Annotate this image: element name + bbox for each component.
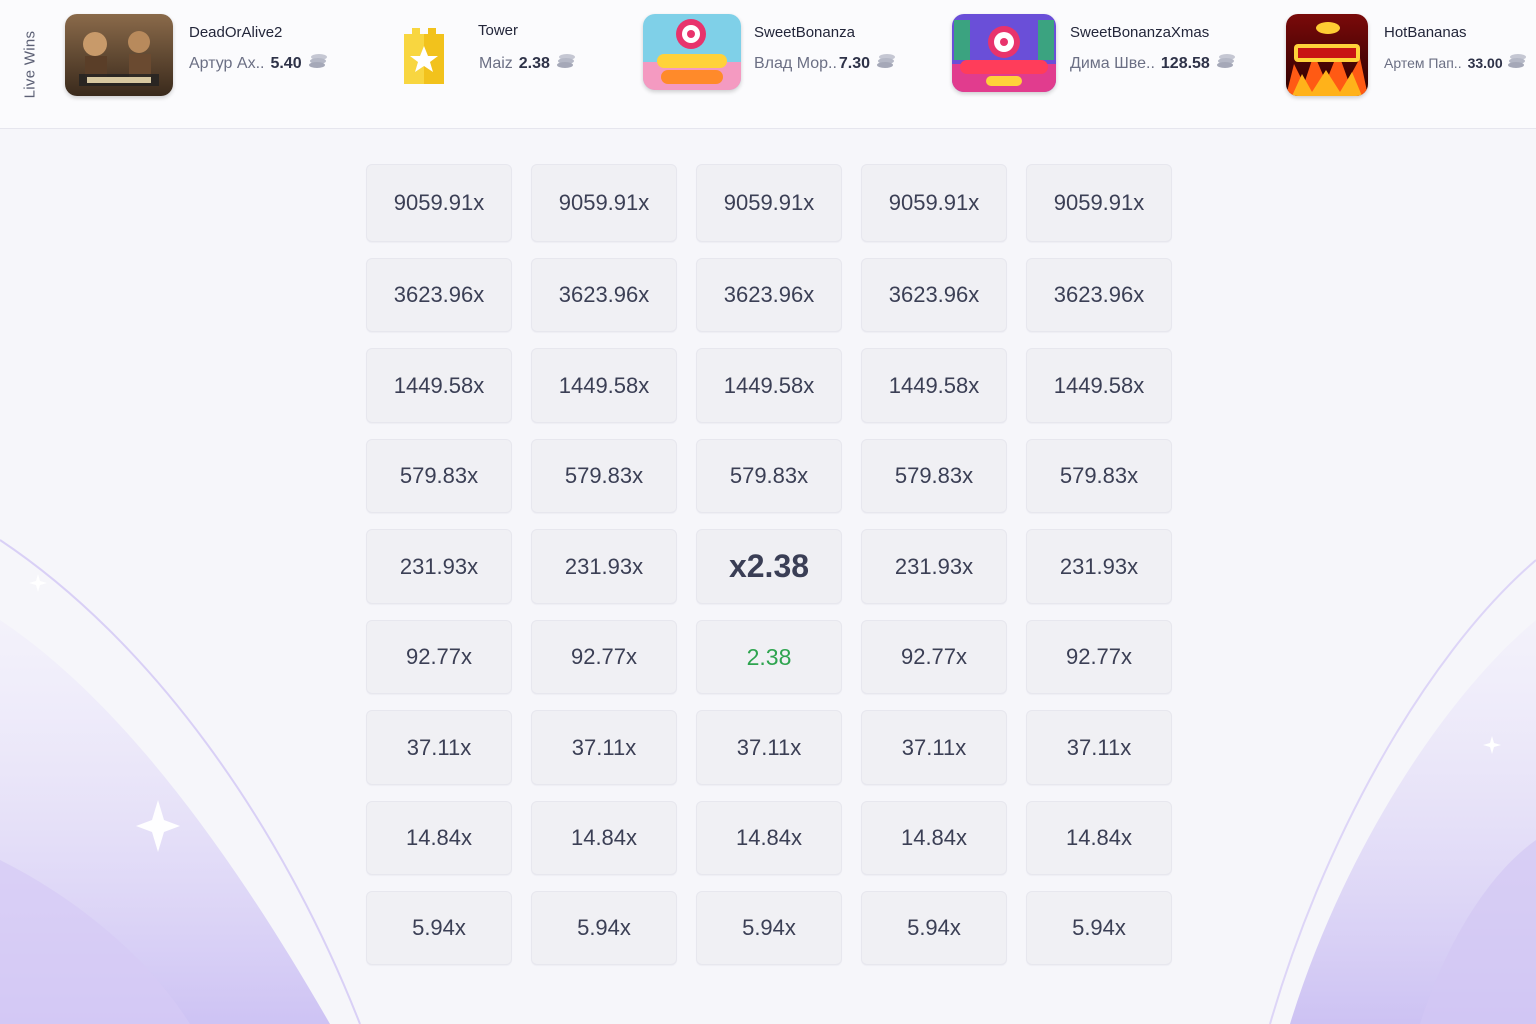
tower-cell[interactable]: 92.77x [531, 620, 677, 694]
live-win-game: SweetBonanza [754, 24, 855, 41]
live-win-item[interactable]: SweetBonanzaXmas Дима Шве.. 128.58 [952, 14, 1252, 98]
tower-cell[interactable]: 1449.58x [861, 348, 1007, 423]
tower-cell[interactable]: 5.94x [531, 891, 677, 965]
live-win-game: HotBananas [1384, 24, 1467, 41]
tower-cell[interactable]: 579.83x [366, 439, 512, 513]
tower-cell[interactable]: 579.83x [531, 439, 677, 513]
tower-cell[interactable]: 9059.91x [366, 164, 512, 242]
tower-cell[interactable]: 37.11x [696, 710, 842, 785]
live-win-item[interactable]: HotBananas Артем Пап.. 33.00 [1286, 14, 1532, 98]
coin-stack-icon [1216, 53, 1236, 74]
live-win-info: Артур Ах.. 5.40 [189, 53, 328, 74]
live-win-game: DeadOrAlive2 [189, 24, 283, 41]
live-win-amount: 33.00 [1467, 54, 1503, 71]
live-win-player: Влад Мор.. [754, 54, 837, 72]
tower-cell[interactable]: 3623.96x [696, 258, 842, 332]
tower-cell[interactable]: 1449.58x [531, 348, 677, 423]
revealed-win-cell[interactable]: 2.38 [696, 620, 842, 694]
tower-cell[interactable]: 231.93x [531, 529, 677, 604]
tower-cell[interactable]: 1449.58x [366, 348, 512, 423]
tower-cell[interactable]: 1449.58x [1026, 348, 1172, 423]
current-multiplier-cell[interactable]: x2.38 [696, 529, 842, 604]
tower-cell[interactable]: 9059.91x [696, 164, 842, 242]
tower-cell[interactable]: 231.93x [1026, 529, 1172, 604]
coin-stack-icon [1507, 53, 1527, 72]
tower-cell[interactable]: 5.94x [696, 891, 842, 965]
live-win-amount: 7.30 [838, 54, 871, 72]
tower-cell[interactable]: 1449.58x [696, 348, 842, 423]
coin-stack-icon [308, 53, 328, 74]
coin-stack-icon [876, 53, 896, 74]
live-win-player: Артур Ах.. [189, 54, 265, 72]
tower-cell[interactable]: 3623.96x [366, 258, 512, 332]
tower-cell[interactable]: 37.11x [861, 710, 1007, 785]
tower-cell[interactable]: 3623.96x [531, 258, 677, 332]
live-win-item[interactable]: DeadOrAlive2 Артур Ах.. 5.40 [65, 14, 355, 98]
live-wins-label: Live Wins [21, 30, 39, 98]
live-win-game: Tower [478, 22, 519, 39]
tower-star-thumbnail [400, 24, 448, 88]
tower-cell[interactable]: 579.83x [861, 439, 1007, 513]
live-win-player: Maiz [479, 54, 513, 72]
tower-cell[interactable]: 5.94x [366, 891, 512, 965]
live-win-info: Влад Мор.. 7.30 [754, 53, 896, 74]
sweet-bonanza-xmas-thumbnail [952, 14, 1056, 92]
tower-cell[interactable]: 5.94x [1026, 891, 1172, 965]
live-win-amount: 2.38 [518, 54, 550, 72]
tower-cell[interactable]: 14.84x [696, 801, 842, 875]
tower-cell[interactable]: 92.77x [366, 620, 512, 694]
tower-cell[interactable]: 9059.91x [861, 164, 1007, 242]
live-win-player: Дима Шве.. [1070, 54, 1155, 72]
tower-cell[interactable]: 92.77x [1026, 620, 1172, 694]
tower-cell[interactable]: 9059.91x [531, 164, 677, 242]
tower-cell[interactable]: 37.11x [1026, 710, 1172, 785]
tower-cell[interactable]: 3623.96x [1026, 258, 1172, 332]
tower-cell[interactable]: 231.93x [861, 529, 1007, 604]
tower-cell[interactable]: 37.11x [531, 710, 677, 785]
tower-cell[interactable]: 231.93x [366, 529, 512, 604]
sweet-bonanza-thumbnail [643, 14, 741, 90]
tower-cell[interactable]: 37.11x [366, 710, 512, 785]
tower-cell[interactable]: 5.94x [861, 891, 1007, 965]
live-win-info: Дима Шве.. 128.58 [1070, 53, 1236, 74]
live-win-player: Артем Пап.. [1384, 54, 1462, 71]
hot-bananas-thumbnail [1286, 14, 1368, 96]
tower-cell[interactable]: 14.84x [531, 801, 677, 875]
live-win-amount: 5.40 [270, 54, 302, 72]
tower-cell[interactable]: 14.84x [1026, 801, 1172, 875]
tower-multiplier-grid: 9059.91x 9059.91x 9059.91x 9059.91x 9059.91x… [366, 164, 1172, 965]
tower-cell[interactable]: 579.83x [1026, 439, 1172, 513]
live-wins-bar: Live Wins DeadOrAlive2 Артур Ах.. 5.40 [0, 0, 1536, 129]
live-win-info: Артем Пап.. 33.00 [1384, 53, 1527, 72]
tower-cell[interactable]: 3623.96x [861, 258, 1007, 332]
live-win-info: Maiz 2.38 [479, 53, 576, 74]
live-win-item[interactable]: Tower Maiz 2.38 [398, 14, 598, 98]
dead-or-alive-thumbnail [65, 14, 173, 96]
tower-cell[interactable]: 579.83x [696, 439, 842, 513]
tower-cell[interactable]: 92.77x [861, 620, 1007, 694]
live-win-item[interactable]: SweetBonanza Влад Мор.. 7.30 [643, 14, 913, 98]
tower-cell[interactable]: 14.84x [861, 801, 1007, 875]
tower-cell[interactable]: 9059.91x [1026, 164, 1172, 242]
live-win-amount: 128.58 [1160, 54, 1210, 72]
tower-cell[interactable]: 14.84x [366, 801, 512, 875]
live-win-game: SweetBonanzaXmas [1070, 24, 1210, 41]
coin-stack-icon [556, 53, 576, 74]
